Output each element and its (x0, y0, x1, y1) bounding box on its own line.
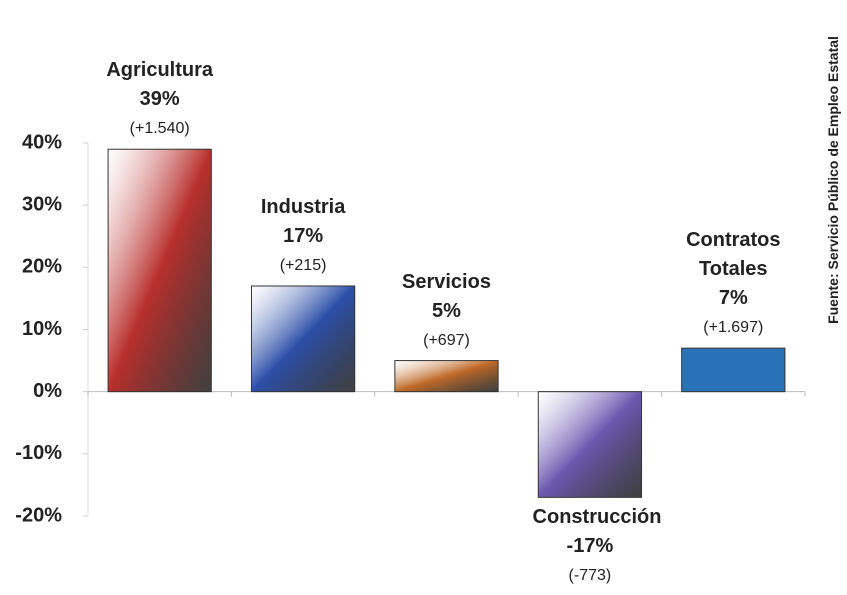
bar (537, 391, 643, 498)
bar-label: Industria 17% (+215) (246, 193, 361, 280)
source-note: Fuente: Servicio Público de Empleo Estat… (825, 36, 841, 324)
bar-label: Servicios 5% (+697) (389, 268, 504, 355)
value-label: 39% (139, 88, 180, 111)
bar (394, 360, 499, 393)
bar-label: Contratos Totales 7% (+1.697) (676, 226, 791, 342)
bar-label: Construcción -17% (-773) (532, 503, 662, 590)
change-label: (-773) (568, 567, 612, 585)
y-tick-label: -10% (15, 442, 62, 464)
change-label: (+215) (279, 256, 327, 274)
y-tick-label: 30% (22, 193, 62, 215)
y-tick-label: -20% (15, 504, 62, 526)
category-label: Agricultura (106, 59, 214, 82)
bar (250, 285, 356, 393)
category-label: Industria (260, 195, 346, 218)
value-label: -17% (566, 535, 614, 558)
category-label: Construcción (532, 506, 662, 529)
y-tick-label: 20% (22, 256, 62, 278)
y-tick-label: 10% (22, 318, 62, 340)
y-tick-label: 0% (33, 380, 62, 402)
value-label: 17% (283, 224, 324, 247)
change-label: (+1.540) (129, 120, 190, 138)
category-label: Contratos Totales (686, 229, 781, 281)
change-label: (+1.697) (703, 319, 764, 337)
value-label: 7% (718, 287, 748, 310)
y-tick-label: 40% (22, 131, 62, 153)
change-label: (+697) (423, 331, 470, 349)
category-label: Servicios (402, 270, 491, 293)
bar (681, 347, 786, 393)
bar (107, 148, 212, 393)
value-label: 5% (432, 299, 461, 322)
bar-label: Agricultura 39% (+1.540) (102, 56, 217, 143)
